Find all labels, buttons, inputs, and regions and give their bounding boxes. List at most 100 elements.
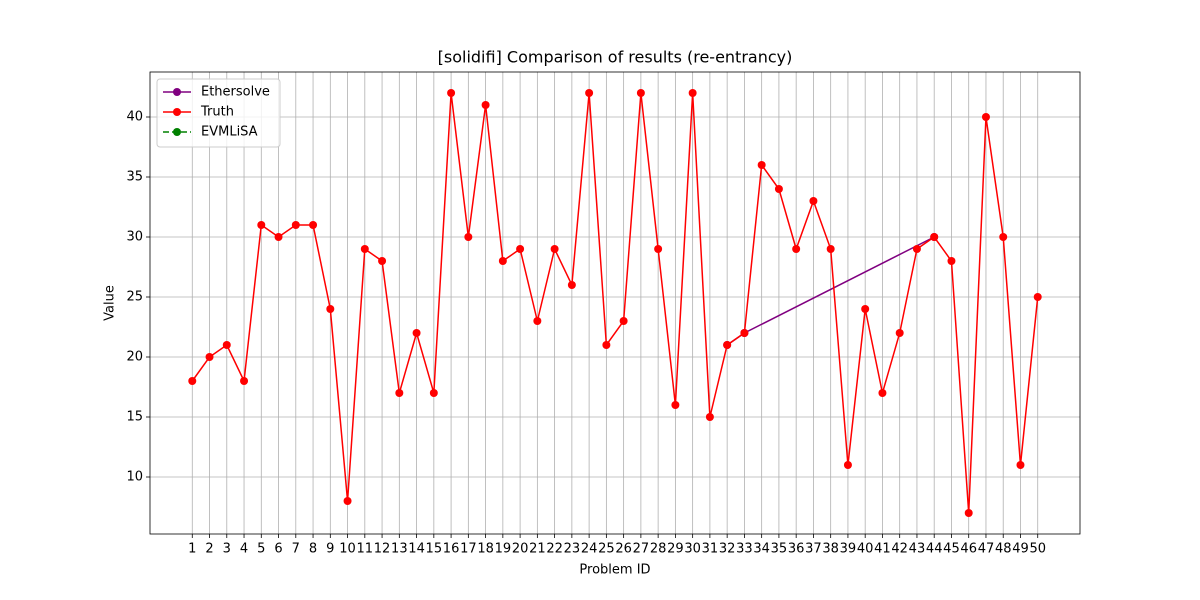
x-tick-label: 38: [822, 542, 839, 557]
x-tick-label: 22: [546, 542, 563, 557]
legend: Ethersolve Truth EVMLiSA: [156, 78, 281, 148]
x-tick-label: 30: [684, 542, 701, 557]
x-tick-label: 17: [460, 542, 477, 557]
x-tick-label: 11: [357, 542, 374, 557]
y-tick-label: 10: [126, 470, 143, 485]
legend-box: [156, 78, 281, 148]
data-point: [688, 89, 697, 97]
legend-marker: [173, 88, 181, 96]
data-point: [930, 233, 939, 241]
data-point: [447, 89, 456, 97]
data-point: [585, 89, 594, 97]
x-tick-label: 6: [274, 542, 282, 557]
y-tick-label: 30: [126, 230, 143, 245]
x-tick-label: 33: [736, 542, 753, 557]
x-tick-label: 35: [771, 542, 788, 557]
x-tick-label: 1: [188, 542, 196, 557]
y-axis-label: Value: [103, 285, 118, 321]
x-tick-label: 44: [926, 542, 943, 557]
x-tick-label: 31: [702, 542, 719, 557]
data-point: [809, 197, 818, 205]
data-point: [843, 461, 852, 469]
data-point: [309, 221, 318, 229]
data-point: [740, 329, 749, 337]
x-tick-label: 28: [650, 542, 667, 557]
x-tick-label: 37: [805, 542, 822, 557]
x-tick-label: 45: [943, 542, 960, 557]
data-point: [671, 401, 680, 409]
legend-label: Truth: [200, 105, 234, 120]
data-point: [999, 233, 1008, 241]
x-tick-label: 29: [667, 542, 684, 557]
data-point: [222, 341, 231, 349]
data-point: [619, 317, 628, 325]
x-tick-label: 48: [995, 542, 1012, 557]
x-tick-label: 24: [581, 542, 598, 557]
data-point: [895, 329, 904, 337]
series-line: [191, 92, 1039, 514]
x-tick-label: 4: [240, 542, 248, 557]
x-tick-label: 40: [857, 542, 874, 557]
data-point: [1016, 461, 1025, 469]
data-point: [498, 257, 507, 265]
x-tick-label: 8: [309, 542, 317, 557]
x-tick-label: 5: [257, 542, 265, 557]
data-point: [723, 341, 732, 349]
x-tick-label: 16: [443, 542, 460, 557]
x-tick-label: 9: [326, 542, 334, 557]
data-point: [378, 257, 387, 265]
data-point: [291, 221, 300, 229]
data-point: [343, 497, 352, 505]
plot-frame: [149, 71, 1081, 535]
data-point: [654, 245, 663, 253]
x-tick-label: 39: [840, 542, 857, 557]
x-tick-label: 34: [753, 542, 770, 557]
legend-marker: [173, 128, 181, 136]
data-point: [1033, 293, 1042, 301]
data-point: [981, 113, 990, 121]
data-point: [550, 245, 559, 253]
data-point: [567, 281, 576, 289]
data-point: [757, 161, 766, 169]
data-point: [792, 245, 801, 253]
data-point: [705, 413, 714, 421]
legend-label: Ethersolve: [201, 85, 270, 100]
data-point: [257, 221, 266, 229]
data-point: [878, 389, 887, 397]
x-tick-label: 14: [408, 542, 425, 557]
data-point: [533, 317, 542, 325]
x-tick-label: 32: [719, 542, 736, 557]
data-point: [516, 245, 525, 253]
x-axis-label: Problem ID: [579, 563, 650, 578]
x-tick-label: 20: [512, 542, 529, 557]
x-tick-label: 18: [477, 542, 494, 557]
y-tick-label: 35: [126, 170, 143, 185]
data-point: [188, 377, 197, 385]
x-tick-label: 10: [339, 542, 356, 557]
chart-title: [solidifi] Comparison of results (re-ent…: [438, 48, 793, 67]
y-tick-label: 20: [126, 350, 143, 365]
data-point: [947, 257, 956, 265]
data-point: [636, 89, 645, 97]
data-point: [602, 341, 611, 349]
x-tick-label: 19: [495, 542, 512, 557]
x-tick-label: 21: [529, 542, 546, 557]
x-tick-label: 15: [426, 542, 443, 557]
x-tick-label: 47: [978, 542, 995, 557]
y-tick-label: 25: [126, 290, 143, 305]
x-tick-label: 26: [615, 542, 632, 557]
x-tick-label: 50: [1029, 542, 1046, 557]
data-point: [412, 329, 421, 337]
x-tick-label: 36: [788, 542, 805, 557]
data-point: [464, 233, 473, 241]
legend-marker: [173, 108, 181, 116]
y-tick-label: 40: [126, 110, 143, 125]
x-tick-label: 13: [391, 542, 408, 557]
x-tick-label: 27: [633, 542, 650, 557]
x-tick-label: 3: [223, 542, 231, 557]
data-point: [429, 389, 438, 397]
x-tick-label: 7: [292, 542, 300, 557]
y-tick-label: 15: [126, 410, 143, 425]
data-point: [861, 305, 870, 313]
